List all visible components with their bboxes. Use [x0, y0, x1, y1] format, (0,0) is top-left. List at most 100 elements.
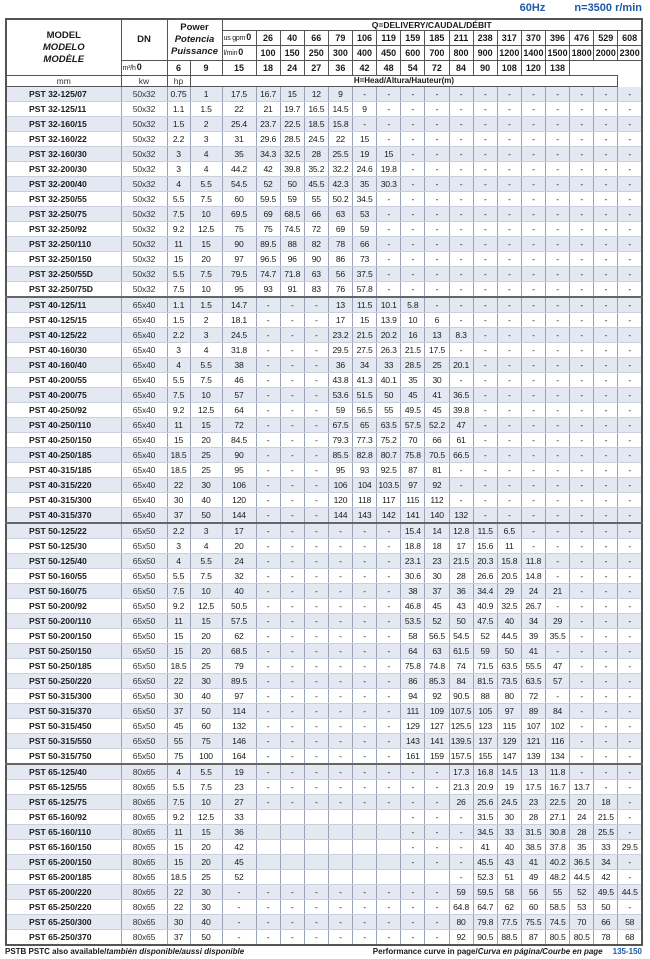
head-value-cell: -	[544, 387, 571, 403]
head-value-cell: 55	[544, 884, 571, 900]
head-value-cell: 56	[520, 884, 547, 900]
kw-cell: 15	[166, 628, 191, 644]
head-value-cell: 89	[520, 703, 547, 719]
head-value-cell: -	[544, 522, 571, 539]
model-cell: PST 40-315/370	[5, 507, 122, 524]
head-value-cell: 18	[593, 794, 619, 810]
kw-cell: 1.5	[166, 312, 191, 328]
power-label-fr: Puissance	[171, 46, 218, 57]
head-value-cell: 73	[351, 251, 378, 267]
model-cell: PST 65-160/110	[5, 824, 122, 840]
head-value-cell: -	[617, 628, 643, 644]
table-row: PST 50-160/75 65x50 7.5 10 40- - - - - -38 37 36 34.…	[5, 583, 643, 599]
head-value-cell: 77.5	[496, 914, 522, 930]
head-value-cell: 15	[279, 86, 305, 102]
head-value-cell: 16.8	[472, 763, 498, 780]
head-value-cell: 26.6	[472, 568, 498, 584]
head-value-cell: -	[593, 101, 619, 117]
head-value-cell: -	[400, 236, 426, 252]
head-value-cell: 68.5	[221, 643, 257, 659]
page-range[interactable]: 135-150	[612, 947, 642, 956]
head-value-cell: -	[351, 613, 378, 629]
head-value-cell: -	[544, 281, 571, 298]
curve-text: Performance curve in page/	[372, 947, 478, 956]
head-value-cell: -	[617, 492, 643, 508]
head-value-cell: 39.8	[279, 161, 305, 177]
kw-cell: 75	[166, 748, 191, 765]
head-value-cell: -	[303, 763, 329, 780]
gpm-value: 79	[327, 30, 354, 46]
head-value-cell: -	[569, 146, 595, 162]
head-value-cell: 13	[327, 296, 354, 313]
head-value-cell: 25.6	[472, 794, 498, 810]
kw-cell: 1.1	[166, 101, 191, 117]
head-value-cell: 22	[221, 101, 257, 117]
table-row: PST 40-160/40 65x40 4 5.5 38- - -36 34 33 28.5 25 2…	[5, 357, 643, 373]
model-cell: PST 40-250/150	[5, 432, 122, 448]
lmin-value: l/min0	[221, 45, 257, 61]
head-value-cell: -	[472, 236, 498, 252]
head-value-cell: 59.5	[472, 884, 498, 900]
head-value-cell: -	[255, 884, 281, 900]
head-value-cell: -	[376, 281, 402, 298]
dn-cell: 65x50	[120, 643, 168, 659]
table-row: PST 50-315/450 65x50 45 60 132- - - - - -129 127 12…	[5, 718, 643, 734]
head-value-cell: -	[617, 342, 643, 358]
kw-cell: 3	[166, 342, 191, 358]
gpm-value: 476	[569, 30, 595, 46]
head-value-cell: 26	[448, 794, 474, 810]
head-value-cell: 143	[351, 507, 378, 524]
hp-cell: 20	[189, 839, 223, 855]
head-value-cell: 89.5	[255, 236, 281, 252]
head-value-cell: 105	[472, 703, 498, 719]
head-value-cell: -	[544, 598, 571, 614]
table-row: PST 40-125/11 65x40 1.1 1.5 14.7- - -13 11.5 10.…	[5, 296, 643, 313]
head-value-cell: -	[593, 568, 619, 584]
head-value-cell: 17.3	[448, 763, 474, 780]
head-value-cell: 69	[327, 221, 354, 237]
head-value-cell: -	[351, 673, 378, 689]
head-value-cell: -	[448, 839, 474, 855]
head-value-cell: -	[472, 447, 498, 463]
head-value-cell: -	[569, 718, 595, 734]
head-value-cell: 72	[221, 417, 257, 433]
head-value-cell: 11	[496, 538, 522, 554]
head-value-cell: 141	[400, 507, 426, 524]
head-value-cell: -	[569, 568, 595, 584]
head-value-cell: -	[376, 266, 402, 282]
head-value-cell: -	[400, 146, 426, 162]
head-value-cell: -	[472, 417, 498, 433]
head-value-cell: -	[279, 628, 305, 644]
head-value-cell: 53	[351, 206, 378, 222]
kw-cell: 4	[166, 176, 191, 192]
head-value-cell: 49.5	[593, 884, 619, 900]
head-value-cell: -	[424, 281, 450, 298]
dn-cell: 65x40	[120, 342, 168, 358]
hp-cell: 30	[189, 884, 223, 900]
head-value-cell: -	[593, 327, 619, 343]
head-value-cell: -	[303, 613, 329, 629]
head-value-cell: 127	[424, 718, 450, 734]
head-value-cell: -	[255, 417, 281, 433]
head-value-cell: -	[303, 718, 329, 734]
head-value-cell: -	[593, 251, 619, 267]
head-value-cell: -	[472, 86, 498, 102]
head-value-cell: -	[520, 161, 547, 177]
hp-cell: 60	[189, 718, 223, 734]
head-value-cell: -	[496, 221, 522, 237]
kw-cell: 11	[166, 236, 191, 252]
head-value-cell: -	[448, 176, 474, 192]
hp-cell: 20	[189, 432, 223, 448]
head-value-cell: 84.5	[221, 432, 257, 448]
head-value-cell: -	[424, 839, 450, 855]
head-value-cell: -	[424, 221, 450, 237]
head-value-cell: -	[376, 522, 402, 539]
dn-cell: 65x50	[120, 553, 168, 569]
head-value-cell: -	[424, 161, 450, 177]
head-value-cell: 21.5	[351, 327, 378, 343]
head-value-cell: -	[303, 598, 329, 614]
kw-cell: 3	[166, 161, 191, 177]
head-value-cell	[255, 869, 281, 885]
head-value-cell: -	[617, 794, 643, 810]
kw-cell: 9.2	[166, 809, 191, 825]
